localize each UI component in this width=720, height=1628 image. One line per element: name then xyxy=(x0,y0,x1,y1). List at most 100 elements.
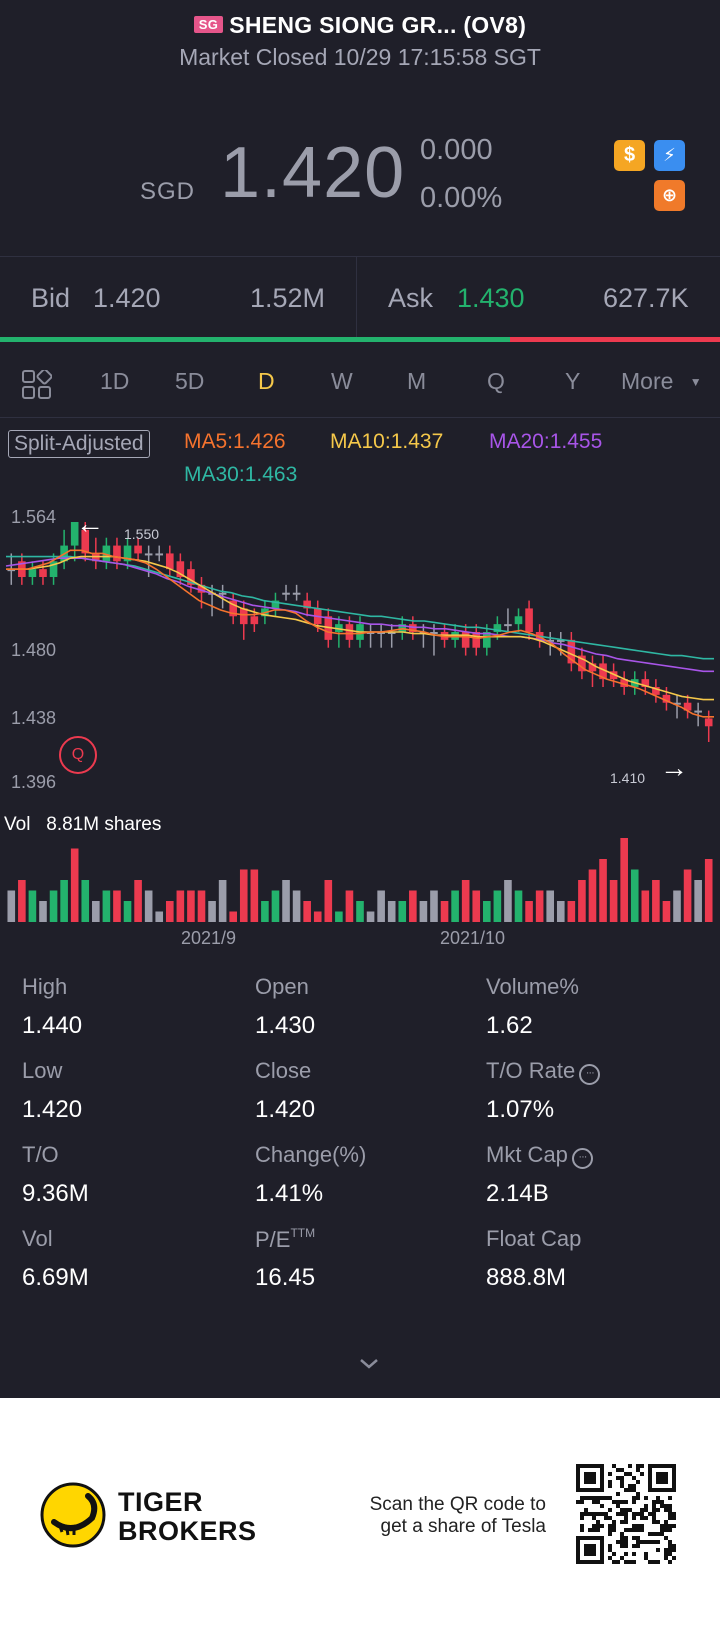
volume-bar xyxy=(556,901,565,922)
candle-body xyxy=(345,624,354,640)
volume-bar xyxy=(165,901,174,922)
pe-label: P/E xyxy=(255,1227,291,1252)
candle-body xyxy=(461,632,470,648)
stat-label-low: Low xyxy=(22,1058,63,1083)
volume-bar xyxy=(461,880,470,922)
volume-bar xyxy=(345,890,354,922)
price-axis-label: 1.480 xyxy=(11,640,57,660)
chevron-down-icon[interactable] xyxy=(357,1357,381,1371)
stat-label-to-rate: T/O Rate ··· xyxy=(486,1058,601,1085)
ask-size: 627.7K xyxy=(603,283,689,313)
tab-q[interactable]: Q xyxy=(487,368,505,394)
tab-m[interactable]: M xyxy=(407,368,427,394)
volume-bar xyxy=(250,869,259,922)
stat-label-open: Open xyxy=(255,974,309,999)
candle-body xyxy=(683,702,692,711)
tab-1d[interactable]: 1D xyxy=(100,368,130,394)
more-info-icon[interactable]: ··· xyxy=(579,1064,601,1085)
candle-body xyxy=(493,624,502,632)
candle-body xyxy=(187,569,195,585)
pe-ttm-sup: TTM xyxy=(290,1226,316,1240)
date-axis-label: 2021/10 xyxy=(440,928,506,948)
layout-grid-icon[interactable] xyxy=(22,370,52,400)
stat-value-high: 1.440 xyxy=(22,1012,83,1039)
ask-volume-bar xyxy=(509,337,720,342)
candle-body xyxy=(620,679,628,687)
more-info-icon[interactable]: ··· xyxy=(571,1148,593,1169)
volume-bar xyxy=(303,901,311,922)
volume-bar xyxy=(282,880,290,922)
ma20-line xyxy=(5,557,714,673)
volume-bar xyxy=(271,890,280,922)
promo-line1: Scan the QR code to xyxy=(369,1494,546,1515)
price-axis-label: 1.396 xyxy=(11,772,57,792)
bid-size: 1.52M xyxy=(250,283,326,313)
arrow-right-icon: → xyxy=(660,752,688,783)
candle-body xyxy=(567,639,576,664)
dollar-icon[interactable]: $ xyxy=(614,140,645,171)
lightning-level1-icon[interactable]: ⚡ xyxy=(654,140,685,171)
stat-label-high: High xyxy=(22,974,68,999)
volume-bar xyxy=(419,901,428,922)
candle-body xyxy=(113,545,121,562)
volume-bar xyxy=(694,880,702,922)
tab-d[interactable]: D xyxy=(258,368,275,394)
tab-w[interactable]: W xyxy=(331,368,353,394)
stat-label-mkt-cap: Mkt Cap ··· xyxy=(486,1142,593,1169)
candle-body xyxy=(70,522,79,546)
brand-name: TIGER BROKERS xyxy=(118,1488,257,1546)
chinese-character-icon[interactable]: ⊕ xyxy=(654,180,685,211)
candle-body xyxy=(102,545,111,562)
volume-bar xyxy=(176,890,185,922)
ma10-label: MA10:1.437 xyxy=(330,430,444,453)
volume-bar xyxy=(662,901,671,922)
candle-body xyxy=(176,561,185,577)
volume-bar xyxy=(229,911,237,922)
bid-price: 1.420 xyxy=(93,283,161,313)
volume-bar xyxy=(81,880,90,922)
stat-value-open: 1.430 xyxy=(255,1012,316,1039)
volume-bar xyxy=(261,901,269,922)
candlestick-plot xyxy=(5,522,714,922)
price-change: 0.000 xyxy=(420,134,493,166)
bid-label: Bid xyxy=(31,283,71,313)
candle-body xyxy=(514,616,523,625)
candle-body xyxy=(144,553,153,556)
candle-body xyxy=(197,584,206,593)
candle-body xyxy=(7,569,16,572)
candle-body xyxy=(578,655,586,672)
volume-bar xyxy=(324,880,333,922)
volume-bar xyxy=(356,901,364,922)
split-adjusted-toggle[interactable]: Split-Adjusted xyxy=(8,430,150,458)
volume-bar xyxy=(49,890,58,922)
q-earnings-badge[interactable]: Q xyxy=(59,736,97,774)
volume-bar xyxy=(525,901,533,922)
bid-ask-panel: Bid 1.420 1.52M Ask 1.430 627.7K xyxy=(0,256,720,342)
candle-body xyxy=(525,608,533,632)
stat-label-float-cap: Float Cap xyxy=(486,1226,582,1251)
tab-5d[interactable]: 5D xyxy=(175,368,205,394)
arrow-left-icon: ← xyxy=(76,508,104,539)
kline-chart[interactable]: Split-Adjusted MA5:1.426 MA10:1.437 MA20… xyxy=(0,420,720,948)
candle-body xyxy=(366,632,375,634)
tab-more[interactable]: More ▼ xyxy=(621,368,702,395)
candle-body xyxy=(165,553,174,570)
volume-bar xyxy=(620,838,628,922)
volume-bar xyxy=(609,880,618,922)
volume-bar xyxy=(28,890,37,922)
candle-body xyxy=(39,569,47,577)
volume-bar xyxy=(208,901,216,922)
stat-label-change: Change(%) xyxy=(255,1142,367,1167)
candle-body xyxy=(504,624,512,627)
candle-body xyxy=(588,663,597,672)
volume-bar xyxy=(504,880,512,922)
volume-bar xyxy=(472,890,481,922)
volume-bar xyxy=(588,869,597,922)
ma5-line xyxy=(6,549,714,718)
candle-body xyxy=(282,592,290,595)
candle-body xyxy=(430,632,438,634)
stat-label-close: Close xyxy=(255,1058,312,1083)
promo-line2: get a share of Tesla xyxy=(380,1516,546,1537)
price-change-percent: 0.00% xyxy=(420,182,503,214)
tab-y[interactable]: Y xyxy=(565,368,581,394)
